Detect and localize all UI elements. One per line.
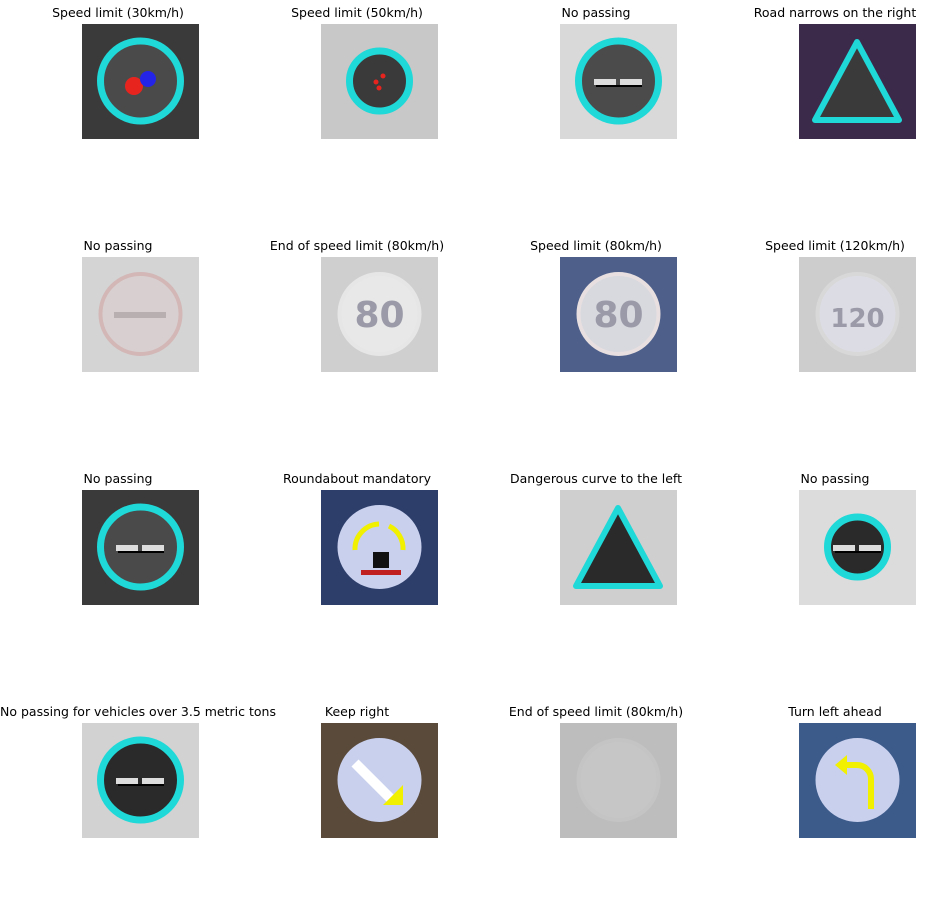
svg-text:80: 80 [593, 295, 643, 336]
image-cell: Speed limit (120km/h) 120 [717, 233, 943, 445]
image-cell: Speed limit (30km/h) [0, 0, 236, 212]
no-passing-sign-icon [799, 490, 916, 605]
image-title: No passing [83, 238, 153, 253]
roundabout-mandatory-sign-icon [321, 490, 438, 605]
image-cell: Speed limit (80km/h) 80 [478, 233, 714, 445]
end-speed-limit-80-sign-icon [560, 723, 677, 838]
keep-right-sign-icon [321, 723, 438, 838]
svg-text:120: 120 [830, 304, 884, 334]
image-title: Turn left ahead [788, 704, 882, 719]
image-title: Speed limit (80km/h) [530, 238, 662, 253]
image-cell: No passing [0, 233, 236, 445]
road-narrows-sign-icon [799, 24, 916, 139]
image-title: No passing [561, 5, 631, 20]
image-cell: Road narrows on the right [717, 0, 943, 212]
speed-limit-50-sign-icon [321, 24, 438, 139]
image-title: Speed limit (120km/h) [765, 238, 905, 253]
image-title: No passing for vehicles over 3.5 metric … [0, 704, 276, 719]
image-cell: No passing [717, 466, 943, 678]
image-cell: Roundabout mandatory [239, 466, 475, 678]
image-title: Keep right [324, 704, 390, 719]
image-cell: Keep right [239, 699, 475, 911]
speed-limit-80-sign-icon: 80 [560, 257, 677, 372]
image-title: End of speed limit (80km/h) [508, 704, 684, 719]
no-passing-sign-icon [82, 257, 199, 372]
turn-left-ahead-sign-icon [799, 723, 916, 838]
image-title: Speed limit (30km/h) [52, 5, 184, 20]
image-cell: End of speed limit (80km/h) 80 [239, 233, 475, 445]
speed-limit-120-sign-icon: 120 [799, 257, 916, 372]
image-cell: Speed limit (50km/h) [239, 0, 475, 212]
image-cell: No passing [0, 466, 236, 678]
image-cell: Dangerous curve to the left [478, 466, 714, 678]
image-cell: End of speed limit (80km/h) [478, 699, 714, 911]
no-passing-trucks-sign-icon [82, 723, 199, 838]
image-cell: Turn left ahead [717, 699, 943, 911]
image-cell: No passing for vehicles over 3.5 metric … [0, 699, 276, 911]
no-passing-sign-icon [82, 490, 199, 605]
image-title: No passing [83, 471, 153, 486]
no-passing-sign-icon [560, 24, 677, 139]
svg-text:80: 80 [354, 295, 404, 336]
image-title: End of speed limit (80km/h) [269, 238, 445, 253]
image-title: No passing [800, 471, 870, 486]
dangerous-curve-left-sign-icon [560, 490, 677, 605]
speed-limit-30-sign-icon [82, 24, 199, 139]
image-title: Road narrows on the right [753, 5, 917, 20]
end-speed-limit-80-sign-icon: 80 [321, 257, 438, 372]
image-title: Speed limit (50km/h) [291, 5, 423, 20]
image-cell: No passing [478, 0, 714, 212]
image-title: Dangerous curve to the left [509, 471, 682, 486]
image-title: Roundabout mandatory [282, 471, 432, 486]
